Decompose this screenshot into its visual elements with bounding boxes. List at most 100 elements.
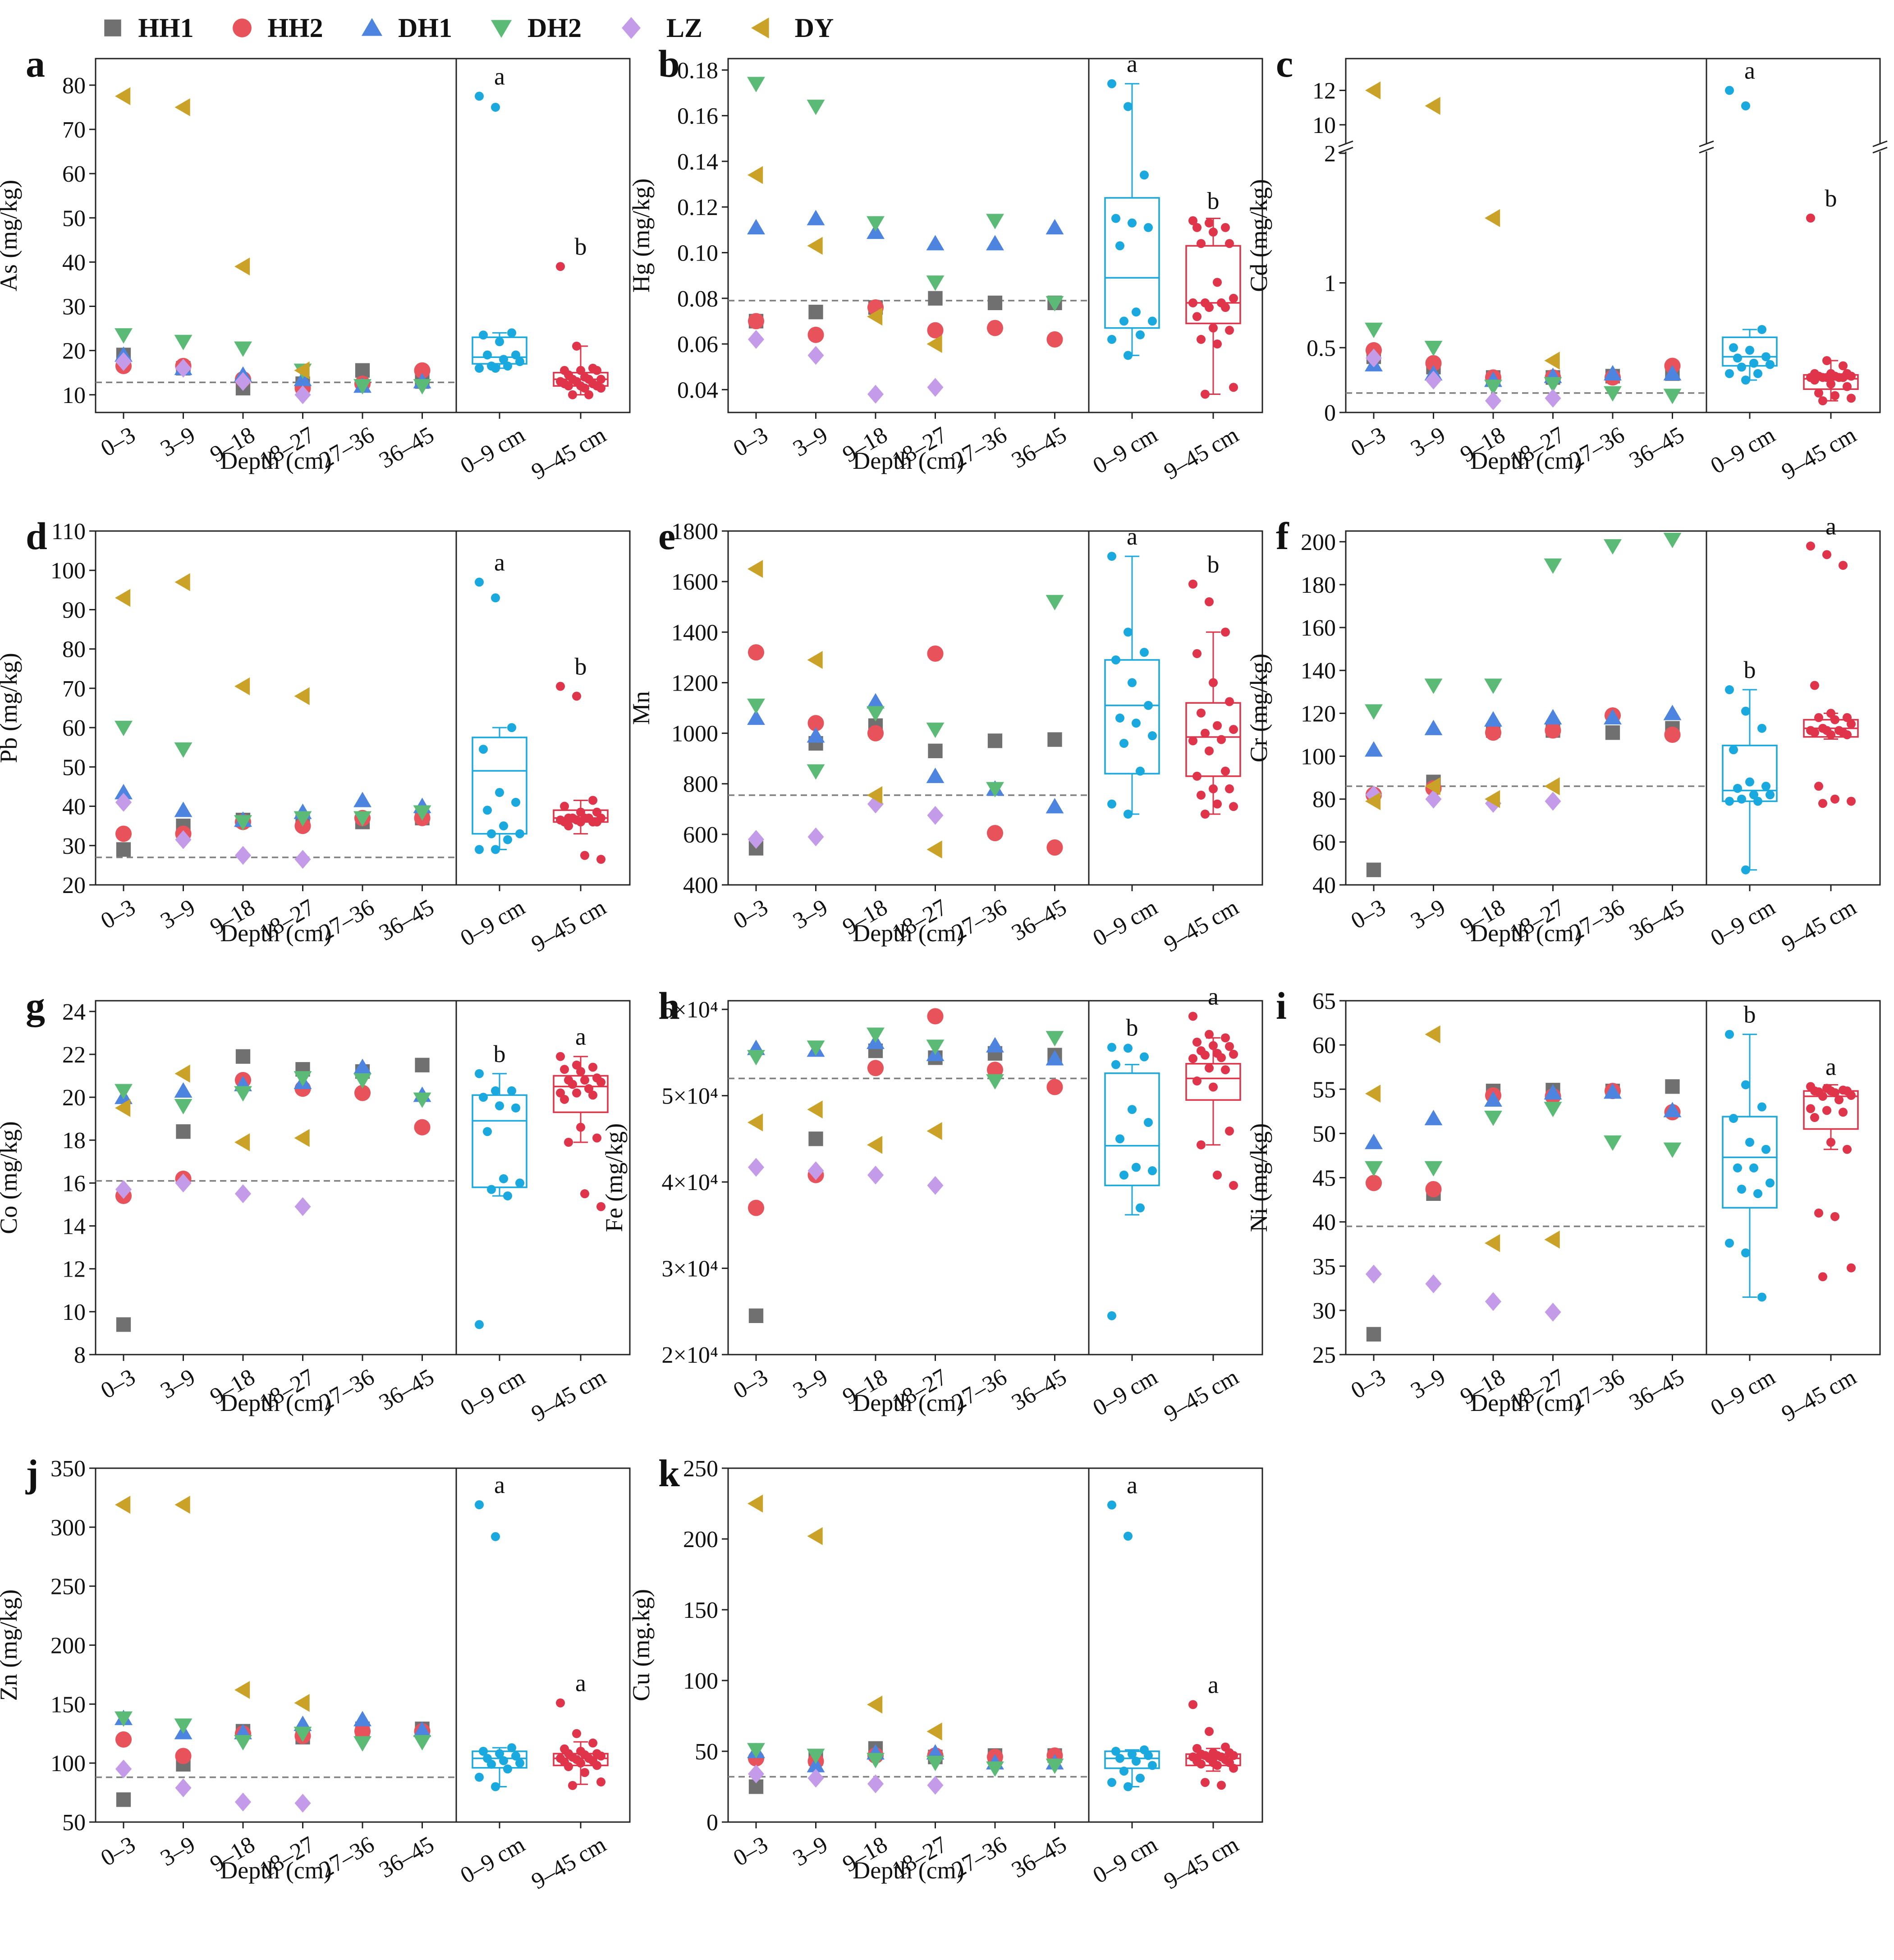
point-hh2 bbox=[414, 362, 431, 379]
point-dh2 bbox=[1544, 558, 1562, 574]
x-tick-label: 36–45 bbox=[375, 1832, 438, 1883]
box-point bbox=[576, 1759, 585, 1768]
box-category-label: 0–9 cm bbox=[1089, 1832, 1162, 1889]
box-point bbox=[1111, 1747, 1120, 1756]
point-dy bbox=[1365, 81, 1381, 100]
point-hh1 bbox=[987, 295, 1003, 311]
box-point bbox=[1749, 358, 1758, 368]
box-point bbox=[479, 330, 488, 340]
box-point bbox=[475, 1500, 484, 1510]
box-category-label: 0–9 cm bbox=[1706, 1364, 1779, 1421]
box-point bbox=[1839, 373, 1848, 382]
point-hh2 bbox=[115, 1731, 132, 1748]
point-dh1 bbox=[353, 792, 371, 807]
axis-break-mark bbox=[1872, 140, 1888, 147]
x-tick-label: 3–9 bbox=[156, 1364, 199, 1404]
box-point bbox=[491, 1086, 500, 1095]
box-point bbox=[503, 361, 512, 371]
y-tick-label: 0.14 bbox=[677, 149, 718, 175]
box-point bbox=[596, 1202, 605, 1211]
box-point bbox=[1737, 794, 1746, 804]
point-dh2 bbox=[353, 1073, 371, 1089]
box-point bbox=[1818, 1091, 1827, 1101]
box-category-label: 9–45 cm bbox=[1777, 1364, 1861, 1427]
box-point bbox=[1826, 379, 1835, 389]
point-hh2 bbox=[115, 825, 132, 842]
y-tick-label: 40 bbox=[1312, 873, 1336, 898]
point-dh2 bbox=[986, 1074, 1004, 1090]
box-point bbox=[588, 1738, 597, 1748]
x-tick-label: 36–45 bbox=[1625, 1364, 1688, 1415]
x-axis-label: Depth (cm) bbox=[853, 1389, 964, 1416]
point-hh1 bbox=[928, 291, 943, 306]
point-lz bbox=[807, 827, 824, 847]
box-point bbox=[576, 366, 585, 375]
box-point bbox=[1205, 1727, 1214, 1736]
box-iqr bbox=[1185, 245, 1241, 325]
point-dh2 bbox=[115, 1084, 133, 1099]
y-tick-label: 20 bbox=[62, 873, 86, 898]
box-point bbox=[1221, 223, 1230, 232]
y-tick-label: 65 bbox=[1312, 989, 1336, 1014]
box-point bbox=[1205, 218, 1214, 228]
point-dh2 bbox=[174, 334, 193, 350]
point-dh2 bbox=[353, 1736, 371, 1752]
box-point bbox=[592, 1761, 601, 1770]
legend-label-lz: LZ bbox=[666, 13, 702, 43]
point-lz bbox=[1425, 789, 1442, 809]
point-dh2 bbox=[1424, 678, 1443, 694]
box-point bbox=[511, 797, 520, 807]
y-tick-label: 50 bbox=[62, 206, 86, 231]
box-point bbox=[1729, 343, 1738, 353]
legend-marker-lz bbox=[622, 17, 641, 39]
box-point bbox=[1830, 1088, 1839, 1098]
point-dy bbox=[115, 1099, 131, 1117]
box-point bbox=[1806, 1104, 1815, 1113]
y-tick-label: 350 bbox=[50, 1456, 86, 1482]
x-tick-label: 3–9 bbox=[789, 422, 832, 462]
point-hh2 bbox=[807, 715, 824, 732]
box-point bbox=[475, 363, 484, 373]
point-hh2 bbox=[927, 1008, 944, 1025]
box-point bbox=[1197, 334, 1206, 344]
point-hh1 bbox=[176, 1124, 191, 1139]
point-lz bbox=[1545, 792, 1561, 811]
y-tick-label: 22 bbox=[62, 1042, 86, 1068]
box-point bbox=[1197, 790, 1206, 800]
plot-frame bbox=[1345, 58, 1881, 413]
significance-letter: a bbox=[494, 549, 505, 576]
box-point bbox=[495, 788, 504, 797]
box-iqr bbox=[1185, 1063, 1241, 1101]
box-point bbox=[1119, 1170, 1128, 1180]
box-point bbox=[1229, 802, 1238, 811]
box-category-label: 0–9 cm bbox=[1089, 1364, 1162, 1421]
point-dh1 bbox=[926, 767, 945, 783]
box-point bbox=[1843, 382, 1852, 391]
box-point bbox=[1201, 389, 1210, 399]
box-point bbox=[1107, 1043, 1116, 1052]
x-tick-label: 36–45 bbox=[1007, 1364, 1071, 1415]
box-point bbox=[1745, 1138, 1754, 1147]
box-point bbox=[1111, 655, 1120, 664]
y-tick-label: 50 bbox=[62, 755, 86, 780]
box-point bbox=[1741, 865, 1750, 875]
legend-marker-hh2 bbox=[233, 18, 252, 37]
box-point bbox=[1839, 1108, 1848, 1117]
box-point bbox=[1188, 1054, 1197, 1063]
point-dh1 bbox=[174, 1082, 193, 1098]
point-dy bbox=[807, 237, 823, 255]
y-axis-label: Hg (mg/kg) bbox=[628, 179, 655, 293]
point-dy bbox=[867, 1136, 883, 1154]
point-dh2 bbox=[926, 275, 945, 291]
panel-d: d 20 30 40 50 60 70 80 90 100 110 Pb (mg/kg) 0–3 3–9 9… bbox=[0, 514, 631, 957]
x-tick-label: 0–3 bbox=[729, 422, 772, 462]
point-hh2 bbox=[927, 645, 944, 662]
box-point bbox=[1115, 713, 1124, 723]
x-tick-label: 3–9 bbox=[1406, 422, 1449, 462]
x-tick-label: 3–9 bbox=[156, 894, 199, 934]
x-axis-label: Depth (cm) bbox=[1470, 1389, 1582, 1416]
point-dy bbox=[1544, 777, 1560, 796]
y-tick-label: 160 bbox=[1301, 615, 1336, 641]
